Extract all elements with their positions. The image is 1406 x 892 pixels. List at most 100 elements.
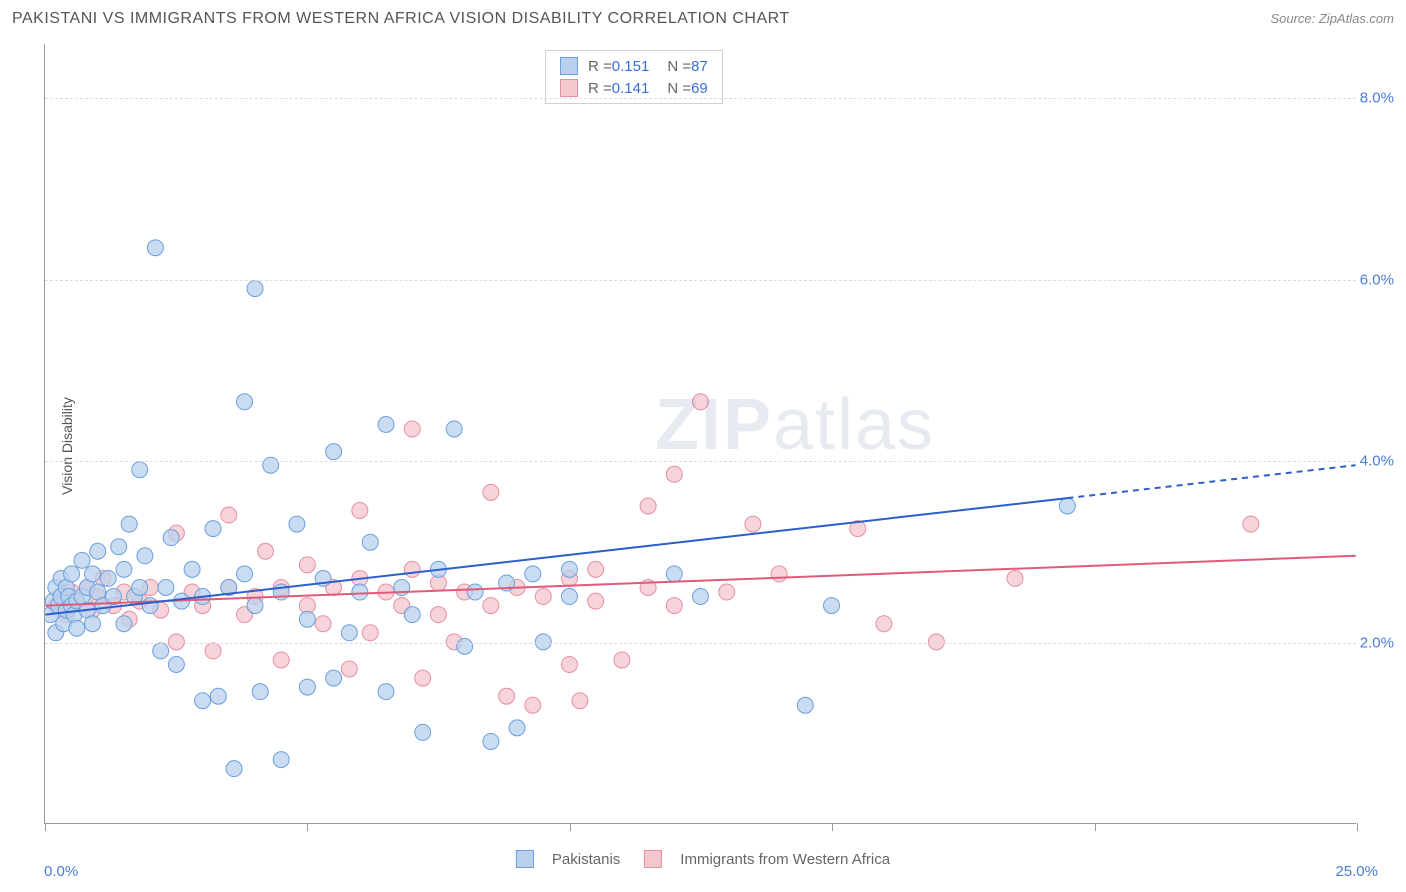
scatter-point [132, 579, 148, 595]
scatter-point [561, 656, 577, 672]
scatter-point [666, 598, 682, 614]
scatter-point [90, 543, 106, 559]
scatter-point [572, 693, 588, 709]
scatter-point [257, 543, 273, 559]
scatter-point [69, 620, 85, 636]
scatter-point [499, 688, 515, 704]
x-min-label: 0.0% [44, 863, 78, 880]
legend-item-b: Immigrants from Western Africa [644, 850, 890, 868]
scatter-point [184, 561, 200, 577]
scatter-point [1007, 570, 1023, 586]
scatter-point [299, 557, 315, 573]
trend-line [45, 498, 1067, 615]
scatter-point [116, 561, 132, 577]
x-tick [1095, 823, 1096, 831]
scatter-point [341, 625, 357, 641]
legend-series: Pakistanis Immigrants from Western Afric… [516, 850, 890, 868]
scatter-point [509, 720, 525, 736]
scatter-point [273, 652, 289, 668]
scatter-point [85, 566, 101, 582]
scatter-point [614, 652, 630, 668]
scatter-point [326, 670, 342, 686]
scatter-point [797, 697, 813, 713]
trend-line-dashed [1067, 465, 1355, 498]
scatter-point [404, 561, 420, 577]
scatter-point [483, 598, 499, 614]
scatter-point [205, 521, 221, 537]
grid-line-h [45, 461, 1356, 462]
scatter-point [142, 598, 158, 614]
x-tick [45, 823, 46, 831]
scatter-point [299, 611, 315, 627]
scatter-point [640, 498, 656, 514]
scatter-point [525, 566, 541, 582]
scatter-point [362, 534, 378, 550]
scatter-point [273, 752, 289, 768]
scatter-point [561, 589, 577, 605]
scatter-point [457, 638, 473, 654]
scatter-point [588, 561, 604, 577]
chart-svg [45, 44, 1356, 823]
scatter-point [561, 561, 577, 577]
x-max-label: 25.0% [1335, 863, 1378, 880]
scatter-point [876, 616, 892, 632]
scatter-point [362, 625, 378, 641]
scatter-point [446, 421, 462, 437]
scatter-point [111, 539, 127, 555]
scatter-point [483, 484, 499, 500]
scatter-point [221, 507, 237, 523]
legend-swatch-b [560, 79, 578, 97]
scatter-point [430, 607, 446, 623]
scatter-point [85, 616, 101, 632]
scatter-point [378, 416, 394, 432]
legend-swatch-a [560, 57, 578, 75]
grid-line-h [45, 280, 1356, 281]
scatter-point [666, 466, 682, 482]
scatter-point [121, 516, 137, 532]
scatter-point [1059, 498, 1075, 514]
scatter-point [163, 530, 179, 546]
scatter-point [147, 240, 163, 256]
scatter-point [693, 589, 709, 605]
scatter-point [341, 661, 357, 677]
y-tick-label: 8.0% [1360, 90, 1394, 107]
scatter-point [158, 579, 174, 595]
plot-area: ZIPatlas R = 0.151 N = 87 R = 0.141 N = … [44, 44, 1356, 824]
scatter-point [168, 656, 184, 672]
scatter-point [289, 516, 305, 532]
scatter-point [483, 733, 499, 749]
scatter-point [153, 643, 169, 659]
scatter-point [252, 684, 268, 700]
legend-item-a: Pakistanis [516, 850, 620, 868]
r-value-a[interactable]: 0.151 [612, 58, 650, 75]
scatter-point [247, 281, 263, 297]
scatter-point [137, 548, 153, 564]
chart-title: PAKISTANI VS IMMIGRANTS FROM WESTERN AFR… [12, 10, 790, 28]
chart-header: PAKISTANI VS IMMIGRANTS FROM WESTERN AFR… [12, 10, 1394, 28]
scatter-point [64, 566, 80, 582]
scatter-point [263, 457, 279, 473]
scatter-point [352, 584, 368, 600]
grid-line-h [45, 98, 1356, 99]
scatter-point [210, 688, 226, 704]
r-value-b[interactable]: 0.141 [612, 80, 650, 97]
scatter-point [719, 584, 735, 600]
x-tick [832, 823, 833, 831]
scatter-point [1243, 516, 1259, 532]
grid-line-h [45, 643, 1356, 644]
n-value-b[interactable]: 69 [691, 80, 708, 97]
scatter-point [415, 724, 431, 740]
scatter-point [326, 444, 342, 460]
scatter-point [467, 584, 483, 600]
scatter-point [132, 462, 148, 478]
scatter-point [237, 394, 253, 410]
n-value-a[interactable]: 87 [691, 58, 708, 75]
scatter-point [315, 616, 331, 632]
scatter-point [352, 503, 368, 519]
legend-swatch-bottom-a [516, 850, 534, 868]
scatter-point [299, 679, 315, 695]
scatter-point [100, 570, 116, 586]
scatter-point [205, 643, 221, 659]
scatter-point [237, 566, 253, 582]
legend-correlation: R = 0.151 N = 87 R = 0.141 N = 69 [545, 50, 723, 104]
